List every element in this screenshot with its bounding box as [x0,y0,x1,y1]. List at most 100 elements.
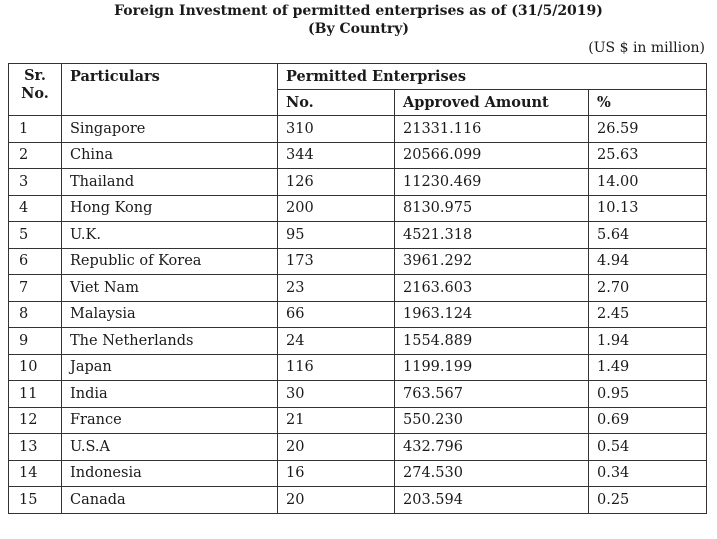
sr-cell: 2 [8,141,62,169]
percent-cell: 1.94 [588,327,707,355]
country-cell: U.K. [61,221,278,249]
table-row: 11 India 30 763.567 0.95 [8,380,707,408]
percent-cell: 0.34 [588,459,707,487]
page-title: Foreign Investment of permitted enterpri… [114,3,603,19]
count-cell: 95 [277,221,395,249]
amount-cell: 1199.199 [394,353,589,381]
count-cell: 30 [277,380,395,408]
investment-table: Sr. No. Particulars Permitted Enterprises… [8,63,707,514]
percent-cell: 25.63 [588,141,707,169]
amount-cell: 3961.292 [394,247,589,275]
header-row-bottom: No. Approved Amount % [9,89,707,116]
count-cell: 116 [277,353,395,381]
country-cell: Thailand [61,168,278,196]
country-cell: Canada [61,486,278,514]
sr-cell: 5 [8,221,62,249]
sr-cell: 12 [8,406,62,434]
percent-cell: 26.59 [588,115,707,143]
table-row: 15 Canada 20 203.594 0.25 [8,486,707,514]
country-cell: Republic of Korea [61,247,278,275]
sr-cell: 11 [8,380,62,408]
table-row: 6 Republic of Korea 173 3961.292 4.94 [8,247,707,275]
percent-cell: 0.69 [588,406,707,434]
country-cell: Malaysia [61,300,278,328]
header-permitted-enterprises: Permitted Enterprises [277,63,707,90]
country-cell: The Netherlands [61,327,278,355]
sr-cell: 7 [8,274,62,302]
amount-cell: 432.796 [394,433,589,461]
percent-cell: 2.70 [588,274,707,302]
country-cell: U.S.A [61,433,278,461]
amount-cell: 20566.099 [394,141,589,169]
amount-cell: 274.530 [394,459,589,487]
table-row: 3 Thailand 126 11230.469 14.00 [8,168,707,196]
country-cell: India [61,380,278,408]
table-row: 1 Singapore 310 21331.116 26.59 [8,115,707,143]
sr-cell: 8 [8,300,62,328]
table-row: 14 Indonesia 16 274.530 0.34 [8,459,707,487]
count-cell: 23 [277,274,395,302]
sr-cell: 4 [8,194,62,222]
country-cell: Viet Nam [61,274,278,302]
amount-cell: 1554.889 [394,327,589,355]
sr-cell: 14 [8,459,62,487]
country-cell: Japan [61,353,278,381]
page-subtitle: (By Country) [308,21,409,37]
table-row: 2 China 344 20566.099 25.63 [8,141,707,169]
header-percent: % [588,89,707,116]
country-cell: France [61,406,278,434]
count-cell: 310 [277,115,395,143]
amount-cell: 550.230 [394,406,589,434]
sr-cell: 13 [8,433,62,461]
header-particulars: Particulars [61,63,278,116]
table-row: 5 U.K. 95 4521.318 5.64 [8,221,707,249]
amount-cell: 4521.318 [394,221,589,249]
amount-cell: 1963.124 [394,300,589,328]
country-cell: Singapore [61,115,278,143]
header-no: No. [277,89,395,116]
sr-cell: 6 [8,247,62,275]
count-cell: 20 [277,486,395,514]
sr-cell: 10 [8,353,62,381]
count-cell: 173 [277,247,395,275]
table-body: 1 Singapore 310 21331.116 26.59 2 China 344 2056… [8,115,707,514]
header-sr-no: Sr. No. [8,63,62,116]
header-row-top: Sr. No. Particulars Permitted Enterprises [8,63,707,116]
sr-cell: 1 [8,115,62,143]
percent-cell: 14.00 [588,168,707,196]
count-cell: 24 [277,327,395,355]
count-cell: 16 [277,459,395,487]
amount-cell: 21331.116 [394,115,589,143]
table-row: 12 France 21 550.230 0.69 [8,406,707,434]
count-cell: 344 [277,141,395,169]
amount-cell: 763.567 [394,380,589,408]
country-cell: Hong Kong [61,194,278,222]
percent-cell: 5.64 [588,221,707,249]
sr-cell: 3 [8,168,62,196]
percent-cell: 0.25 [588,486,707,514]
count-cell: 20 [277,433,395,461]
percent-cell: 4.94 [588,247,707,275]
country-cell: Indonesia [61,459,278,487]
percent-cell: 2.45 [588,300,707,328]
count-cell: 200 [277,194,395,222]
table-row: 7 Viet Nam 23 2163.603 2.70 [8,274,707,302]
count-cell: 126 [277,168,395,196]
table-row: 10 Japan 116 1199.199 1.49 [8,353,707,381]
country-cell: China [61,141,278,169]
amount-cell: 203.594 [394,486,589,514]
sr-cell: 9 [8,327,62,355]
table-row: 4 Hong Kong 200 8130.975 10.13 [8,194,707,222]
amount-cell: 2163.603 [394,274,589,302]
sr-cell: 15 [8,486,62,514]
amount-cell: 11230.469 [394,168,589,196]
table-row: 9 The Netherlands 24 1554.889 1.94 [8,327,707,355]
count-cell: 21 [277,406,395,434]
percent-cell: 10.13 [588,194,707,222]
amount-cell: 8130.975 [394,194,589,222]
percent-cell: 0.95 [588,380,707,408]
header-approved-amount: Approved Amount [394,89,589,116]
percent-cell: 1.49 [588,353,707,381]
count-cell: 66 [277,300,395,328]
percent-cell: 0.54 [588,433,707,461]
